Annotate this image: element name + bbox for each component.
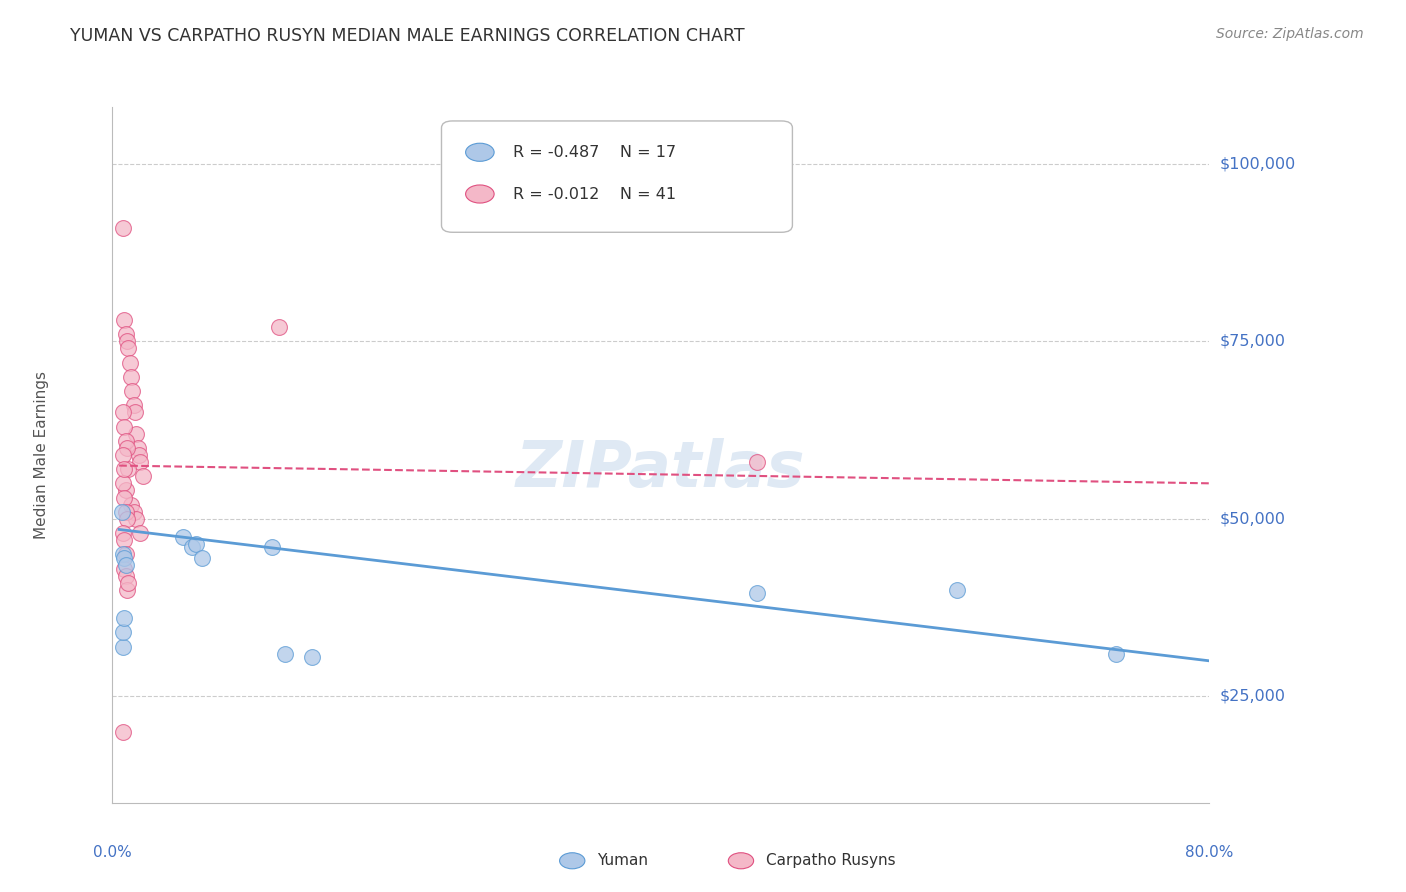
Point	[128, 448, 150, 462]
Point	[112, 405, 135, 419]
Point	[114, 483, 136, 498]
Circle shape	[465, 185, 494, 203]
Text: Median Male Earnings: Median Male Earnings	[34, 371, 49, 539]
Text: 0.0%: 0.0%	[93, 845, 132, 860]
Point	[260, 540, 283, 554]
Point	[945, 582, 967, 597]
Point	[186, 536, 208, 550]
Point	[190, 550, 212, 565]
Point	[112, 724, 135, 739]
Point	[125, 426, 148, 441]
Point	[115, 441, 138, 455]
Text: Carpatho Rusyns: Carpatho Rusyns	[766, 854, 896, 868]
Point	[114, 547, 136, 561]
Text: R = -0.487    N = 17: R = -0.487 N = 17	[513, 145, 676, 160]
Point	[301, 650, 323, 665]
Point	[267, 320, 290, 334]
FancyBboxPatch shape	[441, 121, 793, 232]
Point	[112, 640, 135, 654]
Point	[747, 586, 769, 600]
Point	[115, 512, 138, 526]
Point	[181, 540, 204, 554]
Point	[115, 334, 138, 349]
Text: ZIPatlas: ZIPatlas	[516, 438, 806, 500]
Point	[120, 498, 142, 512]
Point	[114, 434, 136, 448]
Text: Yuman: Yuman	[598, 854, 648, 868]
Point	[117, 462, 139, 476]
Text: 80.0%: 80.0%	[1185, 845, 1233, 860]
Point	[124, 405, 146, 419]
Text: R = -0.012    N = 41: R = -0.012 N = 41	[513, 186, 676, 202]
Point	[122, 505, 145, 519]
Point	[114, 561, 136, 575]
Point	[122, 398, 145, 412]
Point	[132, 469, 155, 483]
Point	[114, 462, 136, 476]
Point	[114, 558, 136, 572]
Text: $25,000: $25,000	[1220, 689, 1286, 704]
Point	[120, 369, 142, 384]
Text: $50,000: $50,000	[1220, 511, 1286, 526]
Point	[114, 568, 136, 582]
Point	[112, 476, 135, 491]
Point	[112, 448, 135, 462]
Text: YUMAN VS CARPATHO RUSYN MEDIAN MALE EARNINGS CORRELATION CHART: YUMAN VS CARPATHO RUSYN MEDIAN MALE EARN…	[70, 27, 745, 45]
Point	[274, 647, 297, 661]
Circle shape	[560, 853, 585, 869]
Point	[127, 441, 149, 455]
Point	[747, 455, 769, 469]
Text: Source: ZipAtlas.com: Source: ZipAtlas.com	[1216, 27, 1364, 41]
Point	[117, 575, 139, 590]
Point	[121, 384, 143, 398]
Point	[114, 533, 136, 548]
Circle shape	[465, 144, 494, 161]
Text: $75,000: $75,000	[1220, 334, 1286, 349]
Point	[129, 455, 152, 469]
Point	[115, 582, 138, 597]
Point	[112, 547, 135, 561]
Point	[114, 419, 136, 434]
Point	[125, 512, 148, 526]
Point	[112, 526, 135, 541]
Point	[129, 526, 152, 541]
Point	[117, 342, 139, 356]
Point	[111, 505, 134, 519]
Point	[112, 625, 135, 640]
Point	[172, 530, 194, 544]
Circle shape	[728, 853, 754, 869]
Point	[1105, 647, 1128, 661]
Point	[114, 327, 136, 342]
Point	[114, 611, 136, 625]
Point	[114, 313, 136, 327]
Text: $100,000: $100,000	[1220, 156, 1296, 171]
Point	[112, 220, 135, 235]
Point	[118, 356, 141, 370]
Point	[114, 505, 136, 519]
Point	[114, 550, 136, 565]
Point	[114, 491, 136, 505]
